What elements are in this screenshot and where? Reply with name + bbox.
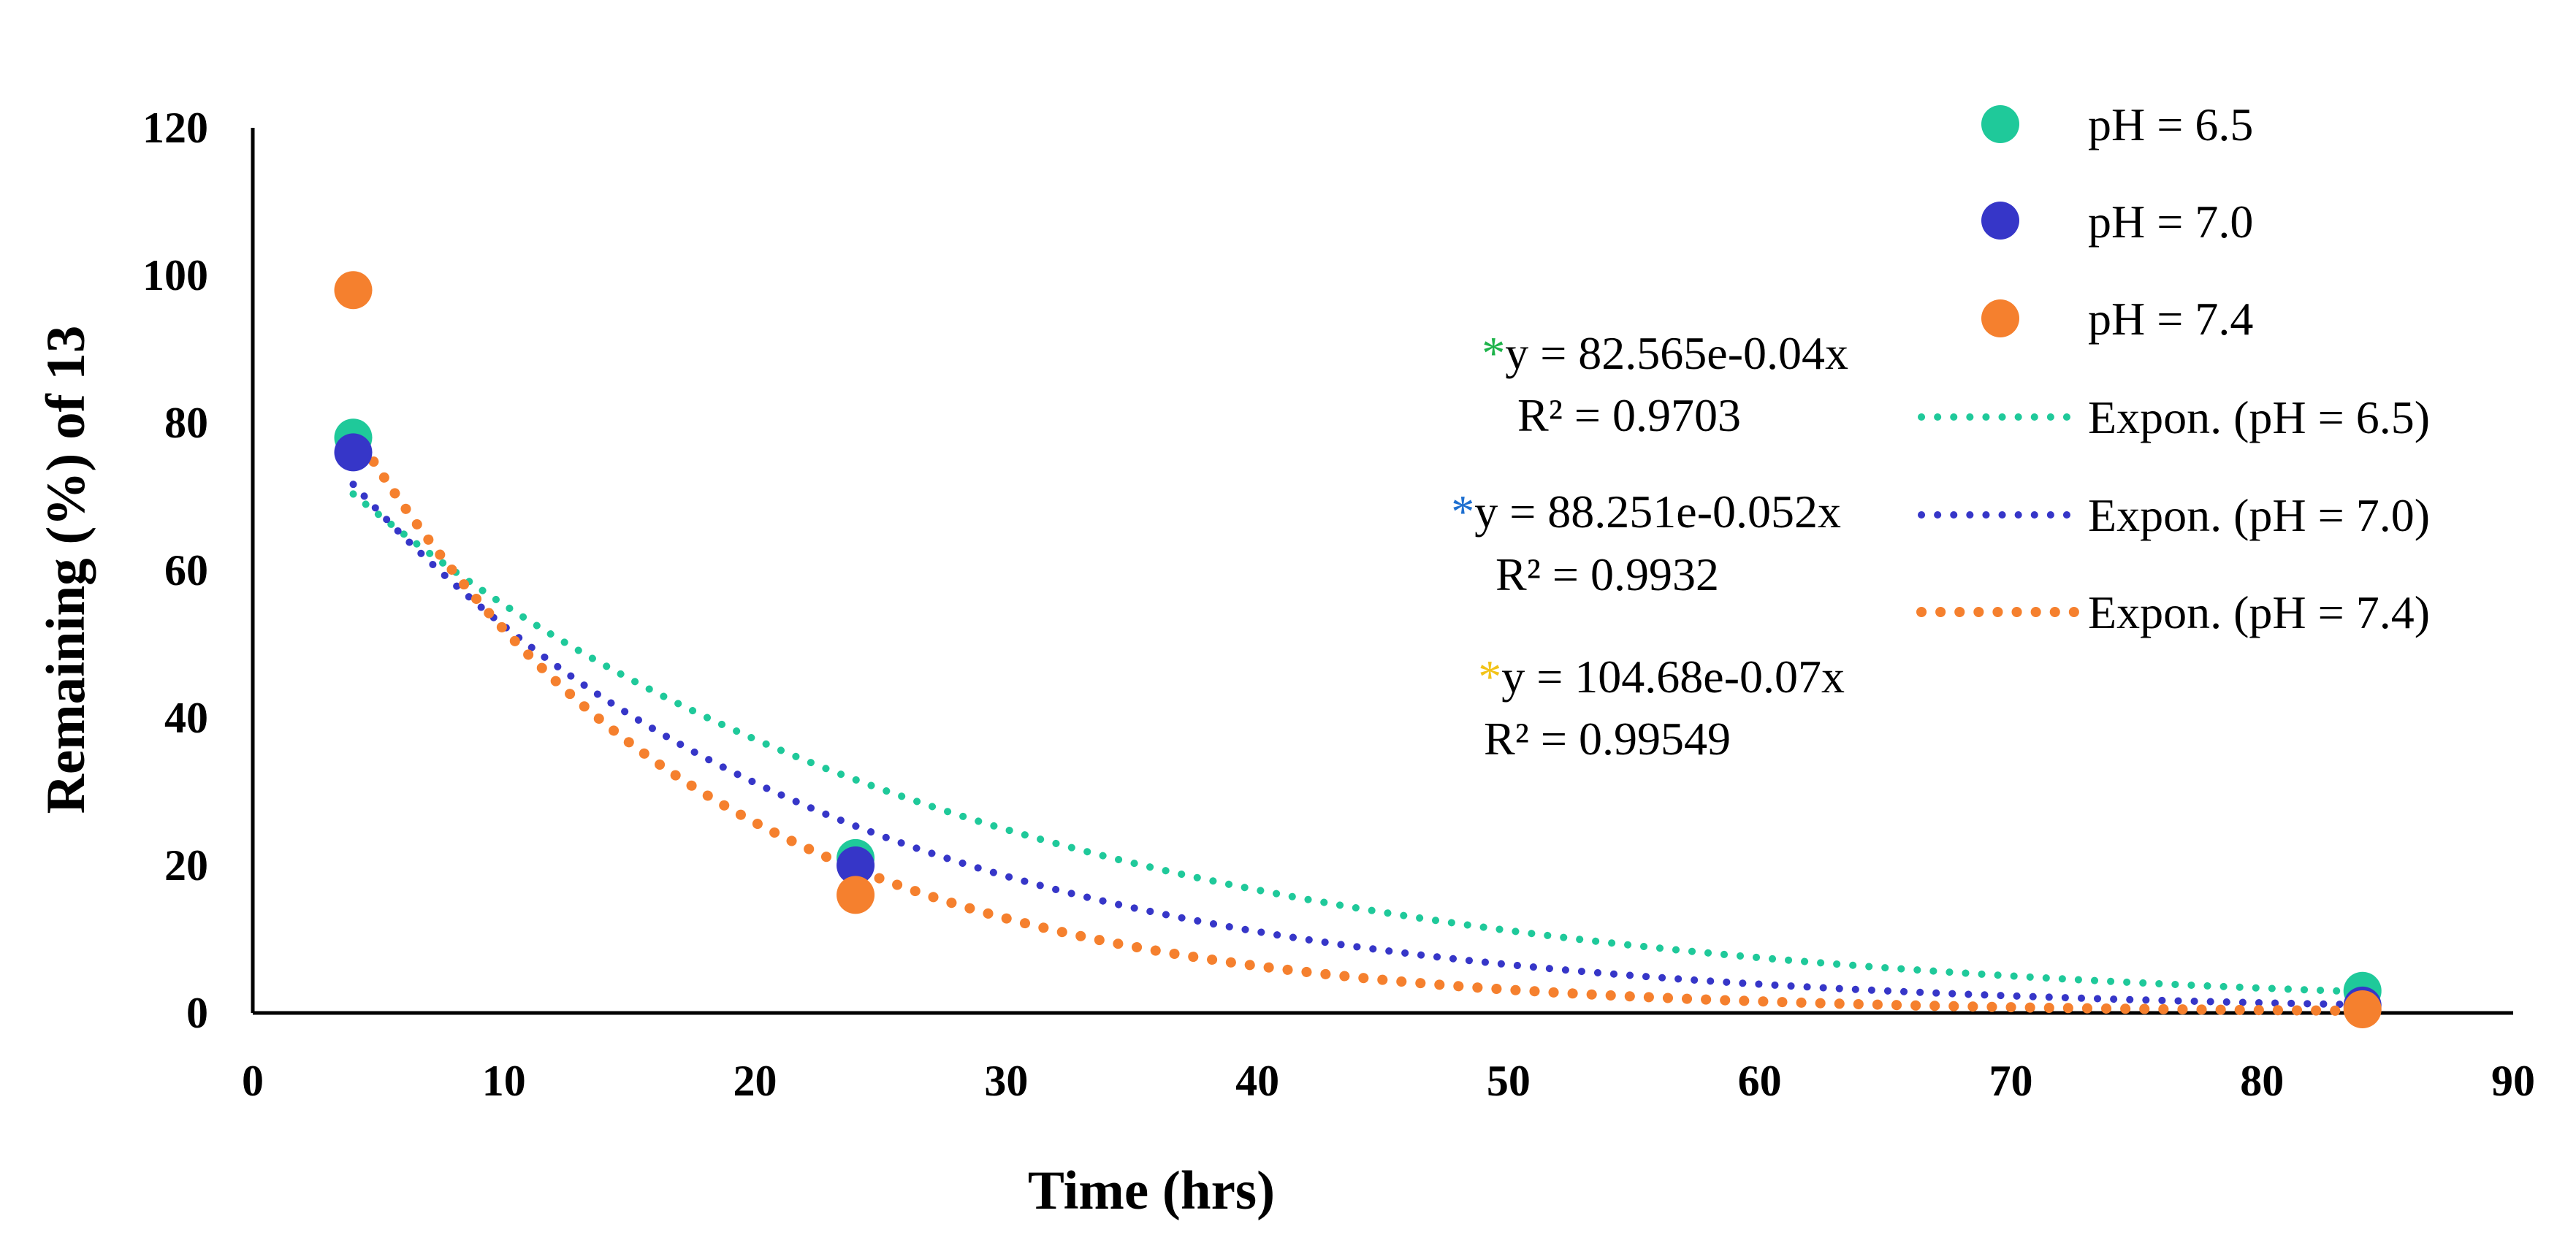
star-ph74: * [1478, 651, 1501, 703]
trendline-ph70 [349, 481, 2366, 1009]
x-tick-label: 30 [984, 1057, 1028, 1105]
trendline-ph74 [348, 424, 2368, 1016]
x-tick-label: 20 [733, 1057, 777, 1105]
x-tick-labels: 0 10 20 30 40 50 60 70 80 90 [242, 1057, 2535, 1105]
legend-marker-ph65 [1981, 105, 2019, 143]
legend-marker-ph74 [1981, 299, 2019, 337]
data-points [334, 271, 2382, 1028]
x-tick-label: 50 [1487, 1057, 1531, 1105]
y-tick-labels: 0 20 40 60 80 100 120 [142, 104, 208, 1037]
data-point-ph74 [837, 876, 875, 914]
star-ph65: * [1482, 327, 1505, 379]
y-tick-label: 0 [186, 989, 208, 1037]
x-tick-label: 60 [1738, 1057, 1782, 1105]
axes [251, 128, 2513, 1015]
legend-label-expon-ph74: Expon. (pH = 7.4) [2088, 586, 2430, 638]
legend-label-ph70: pH = 7.0 [2088, 196, 2253, 248]
x-tick-label: 80 [2240, 1057, 2284, 1105]
data-point-ph70 [837, 846, 875, 884]
trendline-equations: *y = 82.565e-0.04x R² = 0.9703 *y = 88.2… [1451, 327, 1848, 765]
legend: pH = 6.5 pH = 7.0 pH = 7.4 Expon. (pH = … [1916, 99, 2430, 638]
y-tick-label: 120 [142, 104, 208, 152]
legend-label-ph74: pH = 7.4 [2088, 293, 2253, 345]
data-point-ph74 [334, 271, 373, 310]
x-tick-label: 70 [1989, 1057, 2032, 1105]
y-tick-label: 60 [164, 546, 208, 594]
r2-ph70: R² = 0.9932 [1495, 548, 1719, 600]
data-point-ph74 [2343, 990, 2382, 1028]
x-tick-label: 40 [1235, 1057, 1279, 1105]
r2-ph74: R² = 0.99549 [1484, 713, 1731, 765]
legend-label-ph65: pH = 6.5 [2088, 99, 2253, 150]
data-point-ph70 [334, 433, 373, 472]
legend-label-expon-ph65: Expon. (pH = 6.5) [2088, 391, 2430, 443]
x-tick-label: 10 [482, 1057, 526, 1105]
legend-marker-ph70 [1981, 202, 2019, 240]
star-ph70: * [1451, 486, 1474, 538]
equation-ph70: *y = 88.251e-0.052x [1451, 486, 1841, 538]
legend-label-expon-ph70: Expon. (pH = 7.0) [2088, 489, 2430, 541]
trendlines [348, 424, 2368, 1016]
y-tick-label: 40 [164, 694, 208, 742]
equation-ph74: *y = 104.68e-0.07x [1478, 651, 1845, 703]
y-tick-label: 20 [164, 841, 208, 890]
x-tick-label: 0 [242, 1057, 264, 1105]
trendline-ph65 [349, 490, 2366, 995]
equation-ph65: *y = 82.565e-0.04x [1482, 327, 1848, 379]
y-tick-label: 100 [142, 251, 208, 299]
y-axis-title: Remaining (%) of 13 [36, 326, 96, 814]
r2-ph65: R² = 0.9703 [1517, 389, 1741, 441]
x-axis-title: Time (hrs) [1028, 1160, 1275, 1221]
y-tick-label: 80 [164, 399, 208, 447]
x-tick-label: 90 [2491, 1057, 2535, 1105]
